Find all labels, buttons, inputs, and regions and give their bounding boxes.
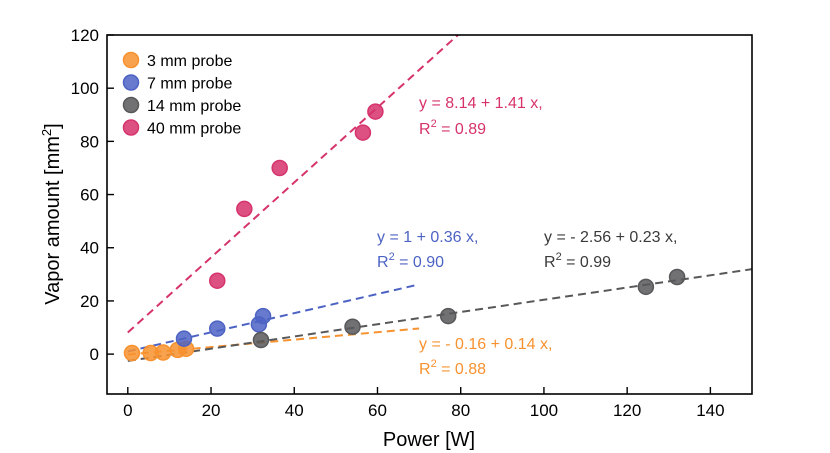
y-axis-label-close: ] xyxy=(42,123,64,129)
y-axis-label-main: Vapor amount [mm xyxy=(42,136,64,305)
point-7-mm-probe-0 xyxy=(175,330,193,347)
legend-label-14-mm-probe: 14 mm probe xyxy=(147,98,241,115)
equation-7mm: y = 1 + 0.36 x, R2 = 0.90 xyxy=(377,229,478,271)
equation-14mm-line1: y = - 2.56 + 0.23 x, xyxy=(544,229,677,246)
equation-14mm: y = - 2.56 + 0.23 x, R2 = 0.99 xyxy=(544,229,677,271)
point-14-mm-probe-4 xyxy=(668,268,686,286)
equation-40mm-line1: y = 8.14 + 1.41 x, xyxy=(419,95,543,112)
legend: 3 mm probe 7 mm probe 14 mm probe 40 mm pro… xyxy=(122,51,241,138)
point-40-mm-probe-3 xyxy=(354,124,372,141)
point-14-mm-probe-0 xyxy=(252,331,270,349)
y-tick-label-120: 120 xyxy=(71,26,99,45)
x-tick-label-40: 40 xyxy=(285,401,304,420)
point-3-mm-probe-2 xyxy=(154,344,172,361)
y-tick-label-80: 80 xyxy=(80,132,99,151)
point-14-mm-probe-3 xyxy=(637,278,655,296)
point-14-mm-probe-2 xyxy=(439,307,457,325)
fit-line-40-mm-probe xyxy=(127,35,460,334)
legend-label-40-mm-probe: 40 mm probe xyxy=(147,121,241,138)
y-axis-label: Vapor amount [mm2] xyxy=(39,123,64,304)
y-tick-label-40: 40 xyxy=(80,239,99,258)
equation-7mm-r2: R2 = 0.90 xyxy=(377,251,444,271)
point-40-mm-probe-0 xyxy=(209,272,226,289)
y-tick-label-100: 100 xyxy=(71,79,99,98)
legend-label-7-mm-probe: 7 mm probe xyxy=(147,76,232,93)
point-7-mm-probe-3 xyxy=(254,307,272,325)
point-7-mm-probe-1 xyxy=(209,320,226,337)
fit-line-7-mm-probe xyxy=(127,283,420,353)
y-tick-label-20: 20 xyxy=(80,292,99,311)
point-40-mm-probe-1 xyxy=(236,200,253,218)
legend-label-3-mm-probe: 3 mm probe xyxy=(147,53,232,70)
equation-40mm: y = 8.14 + 1.41 x, R2 = 0.89 xyxy=(419,95,543,138)
x-axis-ticks: 0 20 40 60 80 100 120 140 xyxy=(123,387,725,420)
x-tick-label-0: 0 xyxy=(123,401,132,420)
x-tick-label-100: 100 xyxy=(530,401,558,420)
x-tick-label-20: 20 xyxy=(202,401,221,420)
point-40-mm-probe-4 xyxy=(367,103,384,120)
plot-frame xyxy=(106,34,753,395)
x-tick-label-140: 140 xyxy=(696,401,724,420)
x-tick-label-60: 60 xyxy=(368,401,387,420)
equation-14mm-r2: R2 = 0.99 xyxy=(544,251,611,271)
point-3-mm-probe-0 xyxy=(123,344,141,362)
equation-7mm-line1: y = 1 + 0.36 x, xyxy=(377,229,478,246)
x-tick-label-120: 120 xyxy=(613,401,641,420)
equation-3mm-line1: y = - 0.16 + 0.14 x, xyxy=(419,336,552,353)
legend-marker-14-mm-probe xyxy=(122,96,140,114)
y-axis-ticks: 0 20 40 60 80 100 120 xyxy=(71,26,114,364)
data-points xyxy=(123,103,686,362)
equation-3mm: y = - 0.16 + 0.14 x, R2 = 0.88 xyxy=(419,336,552,378)
x-tick-label-80: 80 xyxy=(451,401,470,420)
equation-3mm-r2: R2 = 0.88 xyxy=(419,358,486,378)
y-axis-label-sup: 2 xyxy=(39,129,54,136)
point-14-mm-probe-1 xyxy=(344,318,361,335)
y-tick-label-60: 60 xyxy=(80,186,99,205)
fit-line-3-mm-probe xyxy=(127,327,420,356)
legend-marker-40-mm-probe xyxy=(122,119,140,136)
point-40-mm-probe-2 xyxy=(271,159,288,177)
y-tick-label-0: 0 xyxy=(90,345,99,364)
x-axis-label: Power [W] xyxy=(383,429,475,451)
legend-marker-3-mm-probe xyxy=(122,51,140,69)
legend-marker-7-mm-probe xyxy=(122,74,140,91)
equation-40mm-r2: R2 = 0.89 xyxy=(419,118,486,138)
